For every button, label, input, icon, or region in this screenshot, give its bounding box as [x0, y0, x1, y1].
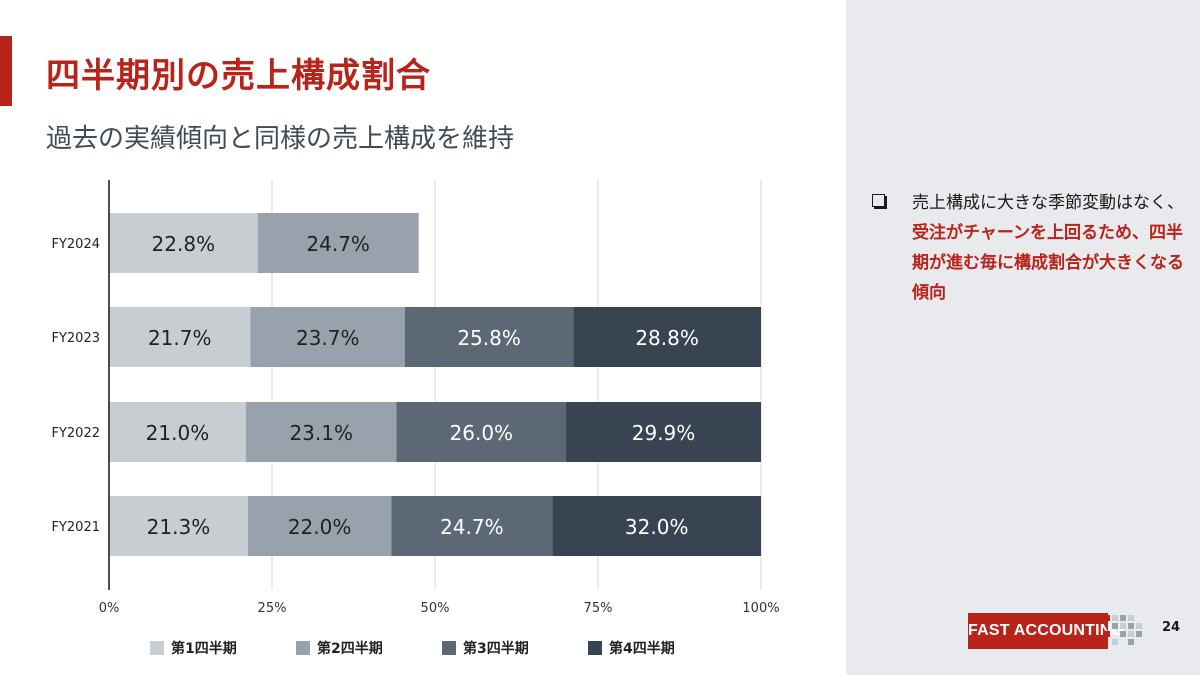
bar-value-label: 22.8%: [152, 232, 216, 256]
company-logo: FAST ACCOUNTING: [968, 613, 1144, 649]
bar-value-label: 21.7%: [148, 326, 212, 350]
bar-value-label: 26.0%: [450, 421, 514, 445]
bar-value-label: 21.0%: [146, 421, 210, 445]
y-category-label: FY2023: [51, 331, 100, 346]
bar-segment: [552, 496, 761, 556]
checkbox-bullet-icon: [872, 194, 885, 207]
x-tick-label: 25%: [258, 601, 287, 616]
legend-swatch: [150, 641, 164, 655]
bar-value-label: 25.8%: [457, 326, 521, 350]
legend-label: 第2四半期: [317, 640, 383, 657]
x-tick-label: 100%: [742, 601, 779, 616]
legend-swatch: [296, 641, 310, 655]
bar-segment: [391, 496, 553, 556]
bar-segment: [109, 213, 258, 273]
bar-segment: [109, 307, 251, 367]
legend-swatch: [442, 641, 456, 655]
logo-text: FAST ACCOUNTING: [968, 613, 1124, 649]
bar-value-label: 29.9%: [632, 421, 696, 445]
bar-segment: [250, 307, 406, 367]
bar-segment: [257, 213, 419, 273]
bullet-note: 売上構成に大きな季節変動はなく、受注がチャーンを上回るため、四半期が進む毎に構成…: [872, 188, 1184, 308]
x-tick-label: 0%: [99, 601, 120, 616]
legend-label: 第3四半期: [463, 640, 529, 657]
bar-value-label: 23.1%: [289, 421, 353, 445]
bar-value-label: 21.3%: [147, 515, 211, 539]
bar-segment: [247, 496, 392, 556]
title-accent-bar: [0, 36, 12, 106]
bar-segment: [109, 496, 248, 556]
bar-value-label: 23.7%: [296, 326, 360, 350]
bar-segment: [245, 402, 397, 462]
bullet-text: 売上構成に大きな季節変動はなく、受注がチャーンを上回るため、四半期が進む毎に構成…: [912, 188, 1184, 308]
slide-title: 四半期別の売上構成割合: [46, 56, 431, 96]
x-tick-label: 75%: [584, 601, 613, 616]
pixel-mark-icon: [1104, 615, 1142, 645]
side-panel: [846, 0, 1200, 675]
y-category-label: FY2024: [51, 237, 100, 252]
bar-value-label: 24.7%: [440, 515, 504, 539]
x-tick-label: 50%: [421, 601, 450, 616]
bar-segment: [109, 402, 246, 462]
bullet-text-plain: 売上構成に大きな季節変動はなく、: [912, 193, 1184, 213]
bar-value-label: 32.0%: [625, 515, 689, 539]
legend-label: 第1四半期: [171, 640, 237, 657]
bar-segment: [566, 402, 761, 462]
y-category-label: FY2022: [51, 426, 100, 441]
bar-value-label: 28.8%: [635, 326, 699, 350]
page-number: 24: [1162, 620, 1181, 635]
bar-segment: [573, 307, 761, 367]
y-category-label: FY2021: [51, 520, 100, 535]
slide-subtitle: 過去の実績傾向と同様の売上構成を維持: [46, 124, 515, 154]
legend-label: 第4四半期: [609, 640, 675, 657]
stacked-bar-chart: 0% 25% 50% 75% 100% FY2024 22.8% 24.7% FY2023 21.…: [51, 180, 780, 657]
bar-value-label: 22.0%: [288, 515, 352, 539]
bar-segment: [405, 307, 574, 367]
bullet-text-highlight: 受注がチャーンを上回るため、四半期が進む毎に構成割合が大きくなる傾向: [912, 223, 1184, 303]
legend-swatch: [588, 641, 602, 655]
bar-value-label: 24.7%: [306, 232, 370, 256]
bar-segment: [396, 402, 567, 462]
